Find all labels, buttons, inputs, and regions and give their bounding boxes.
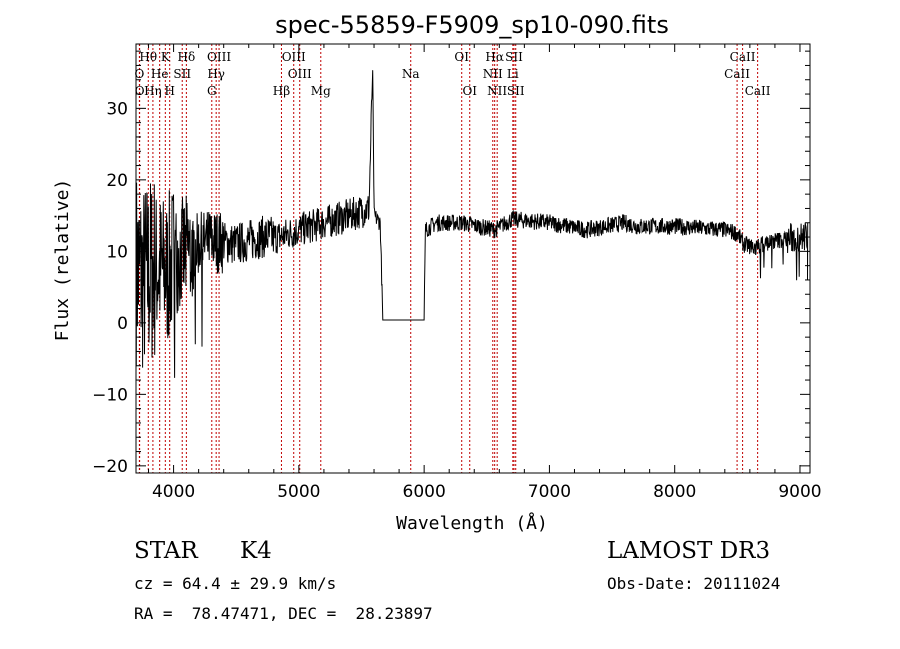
- spectral-line-label: Mg: [311, 84, 331, 98]
- spectral-line-label: K: [161, 50, 171, 64]
- y-tick-label: 30: [106, 99, 128, 119]
- y-tick-label: 10: [106, 242, 128, 262]
- spectral-line-label: Hθ: [139, 50, 157, 64]
- x-tick-label: 9000: [778, 482, 821, 502]
- spectral-line-label: G: [207, 84, 217, 98]
- spectral-line-label: SII: [507, 84, 525, 98]
- spectral-line-label: He: [151, 67, 169, 81]
- spectral-line-label: NII: [487, 84, 507, 98]
- y-tick-label: −20: [92, 457, 128, 477]
- x-tick-label: 5000: [277, 482, 320, 502]
- x-tick-label: 8000: [653, 482, 696, 502]
- x-tick-label: 7000: [528, 482, 571, 502]
- spectral-line-label: OIII: [288, 67, 312, 81]
- spectral-line-label: SII: [505, 50, 523, 64]
- spectral-line-label: H: [164, 84, 174, 98]
- spectral-line-label: CaII: [730, 50, 756, 64]
- spectral-line-label: Hβ: [273, 84, 290, 98]
- spectral-line-label: NII: [483, 67, 503, 81]
- y-tick-label: −10: [92, 385, 128, 405]
- plot-frame: [135, 43, 811, 474]
- spectral-line-label: SII: [173, 67, 191, 81]
- chart-title: spec-55859-F5909_sp10-090.fits: [275, 11, 669, 39]
- spectral-line-label: CaII: [745, 84, 771, 98]
- y-tick-label: 20: [106, 171, 128, 191]
- x-tick-label: 4000: [152, 482, 195, 502]
- observation-date: Obs-Date: 20111024: [607, 574, 781, 593]
- spectral-line-label: OI: [462, 84, 477, 98]
- y-tick-label: 0: [117, 314, 128, 334]
- y-axis-label: Flux (relative): [52, 179, 73, 342]
- coordinates: RA = 78.47471, DEC = 28.23897: [134, 604, 433, 623]
- x-tick-label: 6000: [403, 482, 446, 502]
- spectral-line-label: O: [135, 84, 145, 98]
- spectral-line-label: OIII: [282, 50, 306, 64]
- spectral-line-label: Na: [402, 67, 420, 81]
- object-class: STAR: [134, 538, 198, 564]
- spectral-line-label: OI: [454, 50, 469, 64]
- redshift-velocity: cz = 64.4 ± 29.9 km/s: [134, 574, 337, 593]
- spectral-line-label: Hη: [144, 84, 162, 98]
- spectral-line-label: Hδ: [178, 50, 196, 64]
- spectral-line-label: OIII: [207, 50, 231, 64]
- spectral-line-label: O: [134, 67, 144, 81]
- x-axis: 4000 5000 6000 7000 8000 9000: [148, 44, 822, 502]
- x-axis-label: Wavelength (Å): [396, 512, 548, 534]
- y-axis: −20 −10 0 10 20 30: [92, 50, 810, 477]
- spectral-line-label: Hα: [485, 50, 504, 64]
- line-labels: Hθ OO K He Hη H SII Hδ OIII Hγ G Hβ OIII OIII Mg Na OI OI…: [134, 50, 770, 98]
- object-subclass: K4: [240, 538, 272, 564]
- survey-name: LAMOST DR3: [607, 538, 771, 564]
- spectral-line-label: Hγ: [207, 67, 225, 81]
- line-markers: [138, 44, 759, 473]
- spectrum-line: [135, 70, 809, 378]
- spectral-line-label: Li: [507, 67, 519, 81]
- spectral-line-label: CaII: [724, 67, 750, 81]
